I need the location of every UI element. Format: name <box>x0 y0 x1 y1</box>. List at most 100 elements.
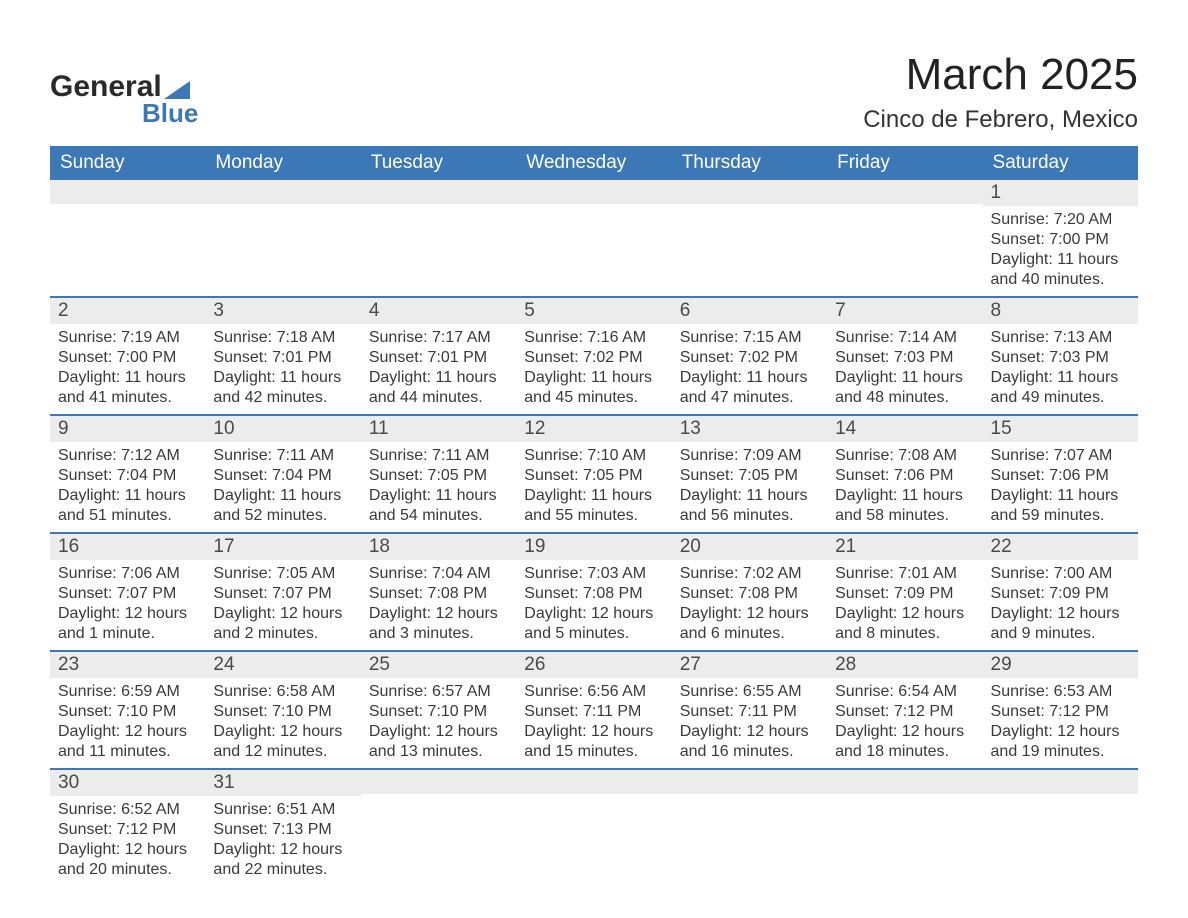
day-cell: Sunrise: 6:55 AMSunset: 7:11 PMDaylight:… <box>672 678 827 768</box>
day-number: 31 <box>205 770 360 796</box>
sunset-line: Sunset: 7:10 PM <box>369 702 508 722</box>
sunrise-line: Sunrise: 7:04 AM <box>369 564 508 584</box>
day-cell: Sunrise: 7:08 AMSunset: 7:06 PMDaylight:… <box>827 442 982 532</box>
sunrise-line: Sunrise: 7:07 AM <box>991 446 1130 466</box>
day-header-row: Sunday Monday Tuesday Wednesday Thursday… <box>50 146 1138 180</box>
sunrise-line: Sunrise: 7:03 AM <box>524 564 663 584</box>
day-number <box>516 180 671 204</box>
day-number <box>827 180 982 204</box>
day-number <box>50 180 205 204</box>
dayhead-tue: Tuesday <box>361 146 516 180</box>
day-number <box>983 770 1138 794</box>
day-number <box>827 770 982 794</box>
sunset-line: Sunset: 7:12 PM <box>58 820 197 840</box>
day-cell <box>672 796 827 806</box>
day-cell: Sunrise: 7:19 AMSunset: 7:00 PMDaylight:… <box>50 324 205 414</box>
dayhead-mon: Monday <box>205 146 360 180</box>
sunset-line: Sunset: 7:06 PM <box>991 466 1130 486</box>
day-cell: Sunrise: 6:51 AMSunset: 7:13 PMDaylight:… <box>205 796 360 886</box>
day-number: 8 <box>983 298 1138 324</box>
daylight-line: Daylight: 12 hours and 3 minutes. <box>369 604 508 644</box>
day-number: 20 <box>672 534 827 560</box>
day-number <box>672 180 827 204</box>
day-number: 14 <box>827 416 982 442</box>
sunrise-line: Sunrise: 7:08 AM <box>835 446 974 466</box>
sunset-line: Sunset: 7:13 PM <box>213 820 352 840</box>
day-number: 1 <box>983 180 1138 206</box>
day-cell <box>361 796 516 806</box>
sunrise-line: Sunrise: 6:55 AM <box>680 682 819 702</box>
day-number: 21 <box>827 534 982 560</box>
logo-word-2: Blue <box>142 98 198 129</box>
daylight-line: Daylight: 11 hours and 52 minutes. <box>213 486 352 526</box>
daylight-line: Daylight: 12 hours and 9 minutes. <box>991 604 1130 644</box>
day-cell <box>50 206 205 216</box>
day-number: 11 <box>361 416 516 442</box>
sunset-line: Sunset: 7:07 PM <box>58 584 197 604</box>
day-number: 26 <box>516 652 671 678</box>
location-subtitle: Cinco de Febrero, Mexico <box>863 106 1138 134</box>
sunrise-line: Sunrise: 7:02 AM <box>680 564 819 584</box>
dayhead-wed: Wednesday <box>516 146 671 180</box>
daylight-line: Daylight: 11 hours and 48 minutes. <box>835 368 974 408</box>
daylight-line: Daylight: 11 hours and 54 minutes. <box>369 486 508 526</box>
sunrise-line: Sunrise: 7:11 AM <box>213 446 352 466</box>
day-number: 2 <box>50 298 205 324</box>
sunset-line: Sunset: 7:05 PM <box>524 466 663 486</box>
sunset-line: Sunset: 7:11 PM <box>524 702 663 722</box>
daylight-line: Daylight: 12 hours and 1 minute. <box>58 604 197 644</box>
sunset-line: Sunset: 7:10 PM <box>58 702 197 722</box>
day-number <box>516 770 671 794</box>
day-cell: Sunrise: 7:11 AMSunset: 7:04 PMDaylight:… <box>205 442 360 532</box>
sunset-line: Sunset: 7:10 PM <box>213 702 352 722</box>
sunrise-line: Sunrise: 7:05 AM <box>213 564 352 584</box>
day-cell: Sunrise: 7:02 AMSunset: 7:08 PMDaylight:… <box>672 560 827 650</box>
dayhead-sat: Saturday <box>983 146 1138 180</box>
day-cell <box>361 206 516 216</box>
day-number: 28 <box>827 652 982 678</box>
sunrise-line: Sunrise: 7:20 AM <box>991 210 1130 230</box>
day-cell <box>516 796 671 806</box>
sunrise-line: Sunrise: 6:57 AM <box>369 682 508 702</box>
dayhead-thu: Thursday <box>672 146 827 180</box>
sunrise-line: Sunrise: 7:00 AM <box>991 564 1130 584</box>
sunset-line: Sunset: 7:01 PM <box>369 348 508 368</box>
daylight-line: Daylight: 11 hours and 58 minutes. <box>835 486 974 526</box>
daylight-line: Daylight: 12 hours and 18 minutes. <box>835 722 974 762</box>
day-cell: Sunrise: 7:04 AMSunset: 7:08 PMDaylight:… <box>361 560 516 650</box>
dayhead-sun: Sunday <box>50 146 205 180</box>
daylight-line: Daylight: 11 hours and 45 minutes. <box>524 368 663 408</box>
day-number: 10 <box>205 416 360 442</box>
daylight-line: Daylight: 12 hours and 12 minutes. <box>213 722 352 762</box>
day-number: 7 <box>827 298 982 324</box>
day-number: 24 <box>205 652 360 678</box>
day-cell: Sunrise: 7:13 AMSunset: 7:03 PMDaylight:… <box>983 324 1138 414</box>
sunset-line: Sunset: 7:01 PM <box>213 348 352 368</box>
day-cell: Sunrise: 7:06 AMSunset: 7:07 PMDaylight:… <box>50 560 205 650</box>
day-cell: Sunrise: 6:57 AMSunset: 7:10 PMDaylight:… <box>361 678 516 768</box>
daylight-line: Daylight: 12 hours and 16 minutes. <box>680 722 819 762</box>
day-number: 13 <box>672 416 827 442</box>
daylight-line: Daylight: 11 hours and 49 minutes. <box>991 368 1130 408</box>
sunrise-line: Sunrise: 6:51 AM <box>213 800 352 820</box>
day-number <box>361 770 516 794</box>
daylight-line: Daylight: 12 hours and 6 minutes. <box>680 604 819 644</box>
day-number: 3 <box>205 298 360 324</box>
sunset-line: Sunset: 7:09 PM <box>835 584 974 604</box>
day-number: 12 <box>516 416 671 442</box>
sunset-line: Sunset: 7:03 PM <box>835 348 974 368</box>
daylight-line: Daylight: 11 hours and 40 minutes. <box>991 250 1130 290</box>
sunset-line: Sunset: 7:00 PM <box>58 348 197 368</box>
day-number: 27 <box>672 652 827 678</box>
sunrise-line: Sunrise: 7:09 AM <box>680 446 819 466</box>
day-cell: Sunrise: 7:11 AMSunset: 7:05 PMDaylight:… <box>361 442 516 532</box>
sunset-line: Sunset: 7:05 PM <box>680 466 819 486</box>
sunrise-line: Sunrise: 7:16 AM <box>524 328 663 348</box>
daylight-line: Daylight: 11 hours and 59 minutes. <box>991 486 1130 526</box>
daylight-line: Daylight: 12 hours and 20 minutes. <box>58 840 197 880</box>
sunset-line: Sunset: 7:06 PM <box>835 466 974 486</box>
day-cell: Sunrise: 6:58 AMSunset: 7:10 PMDaylight:… <box>205 678 360 768</box>
daylight-line: Daylight: 11 hours and 42 minutes. <box>213 368 352 408</box>
logo: General Blue <box>50 50 198 129</box>
daylight-line: Daylight: 11 hours and 55 minutes. <box>524 486 663 526</box>
